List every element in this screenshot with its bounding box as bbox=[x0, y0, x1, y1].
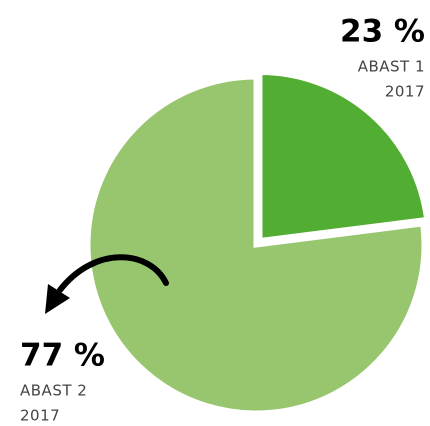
category-label: ABAST 2 bbox=[20, 382, 87, 400]
arrow bbox=[57, 254, 169, 293]
value-label: 23 % bbox=[340, 14, 425, 50]
pie bbox=[85, 69, 430, 416]
pie-slice bbox=[85, 74, 427, 416]
category-label: 2017 bbox=[20, 407, 60, 425]
pie-slice bbox=[257, 69, 430, 244]
value-label: 77 % bbox=[20, 338, 105, 374]
category-label: 2017 bbox=[385, 83, 425, 101]
arrow-head bbox=[45, 284, 70, 314]
category-label: ABAST 1 bbox=[358, 58, 425, 76]
